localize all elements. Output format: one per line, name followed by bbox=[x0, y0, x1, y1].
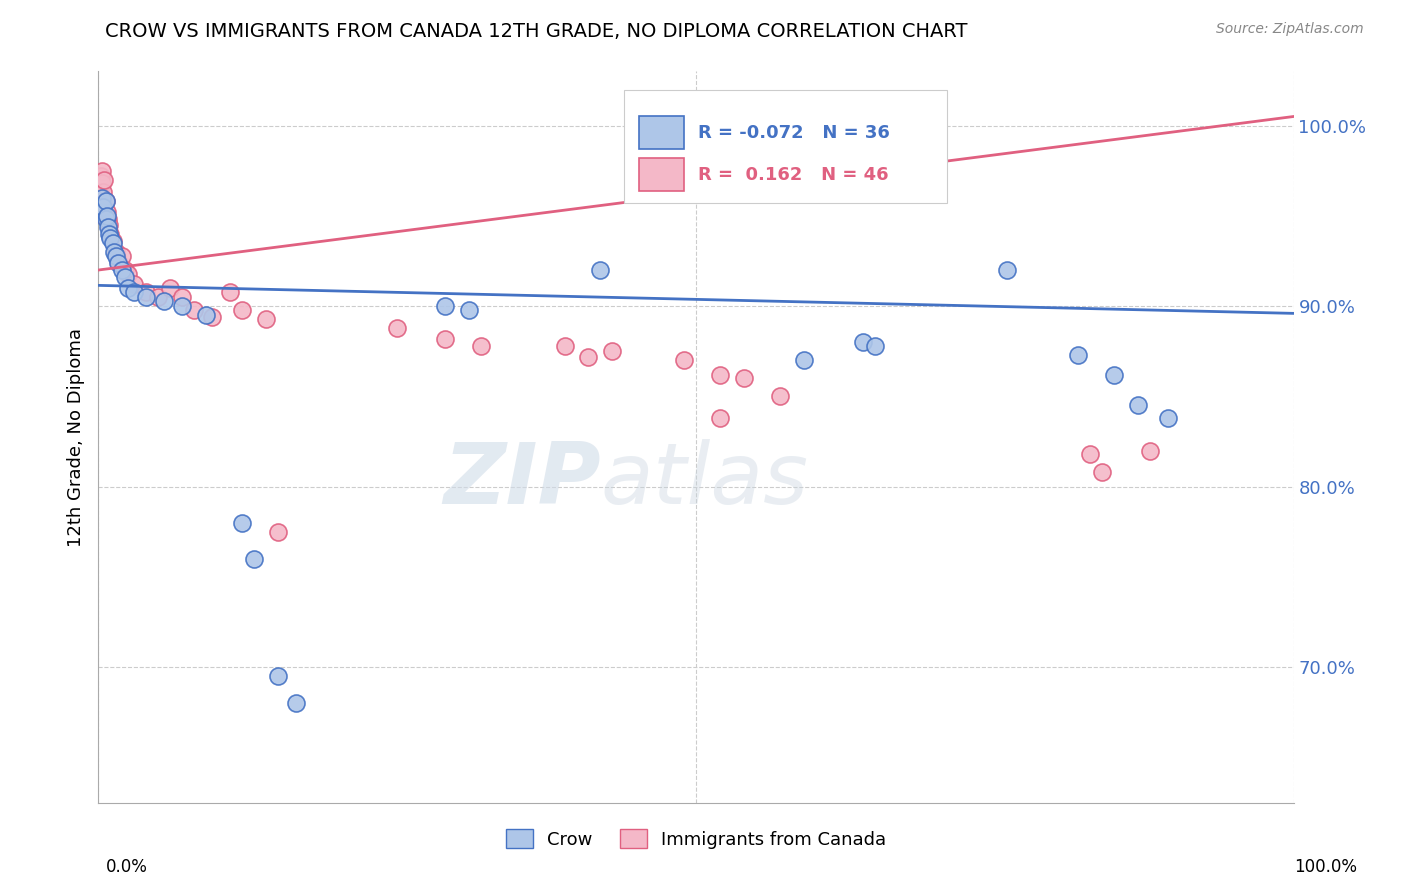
Point bbox=[554, 339, 576, 353]
Point bbox=[98, 227, 121, 241]
FancyBboxPatch shape bbox=[624, 90, 948, 203]
Point bbox=[111, 263, 134, 277]
Point bbox=[107, 254, 129, 268]
Point bbox=[91, 200, 114, 214]
Point bbox=[434, 332, 457, 346]
Point bbox=[243, 552, 266, 566]
Legend: Crow, Immigrants from Canada: Crow, Immigrants from Canada bbox=[499, 822, 893, 856]
Point bbox=[93, 209, 115, 223]
Point bbox=[96, 205, 118, 219]
Point bbox=[231, 516, 253, 530]
Point bbox=[709, 368, 731, 382]
Point bbox=[97, 212, 120, 227]
Point bbox=[172, 299, 194, 313]
Point bbox=[94, 194, 117, 209]
Point bbox=[98, 218, 121, 232]
Point bbox=[91, 191, 114, 205]
Point bbox=[91, 177, 114, 191]
Point bbox=[434, 299, 457, 313]
Point bbox=[90, 187, 112, 202]
Point bbox=[91, 191, 114, 205]
Point bbox=[97, 219, 120, 234]
Point bbox=[1067, 348, 1090, 362]
Point bbox=[195, 308, 218, 322]
Point bbox=[114, 270, 136, 285]
Point bbox=[385, 321, 409, 335]
Point bbox=[1091, 465, 1114, 479]
Point bbox=[1157, 411, 1180, 425]
Point bbox=[219, 285, 242, 299]
Point bbox=[231, 302, 253, 317]
Point bbox=[98, 227, 122, 241]
Point bbox=[1080, 447, 1102, 461]
Point bbox=[267, 669, 290, 683]
Point bbox=[101, 235, 124, 250]
Point bbox=[124, 285, 146, 299]
Point bbox=[90, 169, 112, 183]
Point bbox=[159, 281, 181, 295]
Point bbox=[96, 209, 118, 223]
Point bbox=[201, 310, 224, 324]
Text: atlas: atlas bbox=[600, 440, 808, 523]
Text: R = -0.072   N = 36: R = -0.072 N = 36 bbox=[699, 124, 890, 142]
Y-axis label: 12th Grade, No Diploma: 12th Grade, No Diploma bbox=[66, 327, 84, 547]
Text: 0.0%: 0.0% bbox=[105, 858, 148, 876]
Point bbox=[94, 212, 117, 227]
Point bbox=[117, 267, 139, 281]
Text: Source: ZipAtlas.com: Source: ZipAtlas.com bbox=[1216, 22, 1364, 37]
Point bbox=[1128, 399, 1150, 413]
Point bbox=[148, 290, 170, 304]
Point bbox=[90, 178, 112, 193]
Point bbox=[458, 302, 481, 317]
Point bbox=[98, 230, 122, 244]
Point bbox=[105, 249, 128, 263]
Point bbox=[865, 339, 887, 353]
Point bbox=[254, 311, 277, 326]
Point bbox=[91, 186, 114, 200]
Point bbox=[101, 234, 124, 248]
Point bbox=[153, 293, 176, 308]
Point bbox=[135, 290, 157, 304]
Text: ZIP: ZIP bbox=[443, 440, 600, 523]
Point bbox=[1104, 368, 1126, 382]
Point bbox=[470, 339, 492, 353]
Point bbox=[91, 198, 114, 212]
Point bbox=[93, 172, 115, 186]
Point bbox=[103, 244, 125, 259]
Point bbox=[602, 344, 624, 359]
Point bbox=[284, 697, 307, 711]
Point bbox=[267, 524, 290, 539]
Point bbox=[852, 335, 875, 350]
Point bbox=[1139, 443, 1161, 458]
Text: R =  0.162   N = 46: R = 0.162 N = 46 bbox=[699, 166, 889, 184]
Text: CROW VS IMMIGRANTS FROM CANADA 12TH GRADE, NO DIPLOMA CORRELATION CHART: CROW VS IMMIGRANTS FROM CANADA 12TH GRAD… bbox=[105, 22, 967, 41]
Point bbox=[673, 353, 696, 368]
Point bbox=[578, 350, 600, 364]
Point bbox=[107, 256, 129, 270]
Point bbox=[709, 411, 731, 425]
Point bbox=[114, 263, 136, 277]
Point bbox=[91, 205, 114, 219]
Point bbox=[105, 244, 128, 259]
Point bbox=[117, 281, 139, 295]
Point bbox=[183, 302, 205, 317]
Point bbox=[135, 285, 157, 299]
Point bbox=[172, 290, 194, 304]
FancyBboxPatch shape bbox=[638, 116, 685, 149]
Point bbox=[589, 263, 612, 277]
Point bbox=[124, 277, 146, 292]
Text: 100.0%: 100.0% bbox=[1294, 858, 1357, 876]
Point bbox=[111, 249, 134, 263]
Point bbox=[733, 371, 755, 385]
FancyBboxPatch shape bbox=[638, 158, 685, 191]
Point bbox=[995, 263, 1018, 277]
Point bbox=[793, 353, 815, 368]
Point bbox=[768, 389, 790, 403]
Point bbox=[94, 194, 117, 209]
Point bbox=[91, 163, 114, 178]
